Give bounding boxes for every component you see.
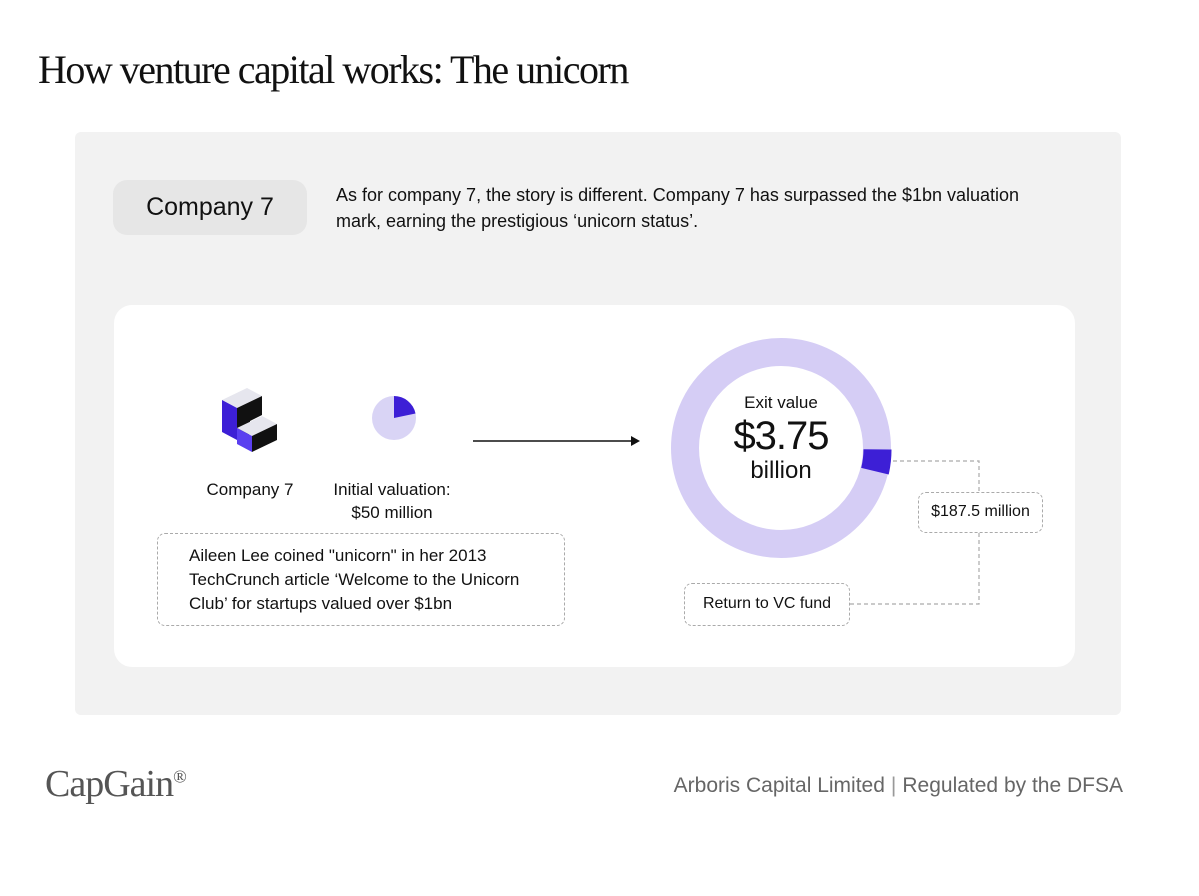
small-pie: [372, 396, 416, 440]
footer-text: Arboris Capital Limited | Regulated by the…: [674, 774, 1123, 798]
separator: |: [890, 774, 897, 797]
description: As for company 7, the story is different…: [336, 185, 1020, 231]
brand-name: CapGain: [45, 763, 174, 805]
arrow: [473, 436, 640, 446]
exit-unit: billion: [750, 457, 812, 484]
company-label: Company 7: [206, 480, 294, 499]
note: Aileen Lee coined "unicorn" in her 2013 …: [157, 533, 565, 626]
exit-label: Exit value: [744, 393, 818, 412]
donut: [671, 338, 892, 558]
title: How venture capital works: The unicorn: [38, 47, 629, 92]
building-icon: [222, 388, 277, 452]
card: [114, 305, 1075, 667]
brand-mark: ®: [173, 766, 187, 787]
brand: CapGain®: [45, 762, 187, 806]
return-amount: $187.5 million: [918, 492, 1043, 533]
exit-amount: $3.75: [733, 414, 829, 458]
footer-company: Arboris Capital Limited: [673, 774, 885, 797]
badge: Company 7: [113, 180, 307, 235]
return-label: Return to VC fund: [684, 583, 850, 626]
valuation-label: Initial valuation:: [333, 480, 451, 499]
footer-regulation: Regulated by the DFSA: [902, 774, 1123, 797]
valuation-amount: $50 million: [351, 503, 433, 522]
connector: [850, 460, 980, 605]
